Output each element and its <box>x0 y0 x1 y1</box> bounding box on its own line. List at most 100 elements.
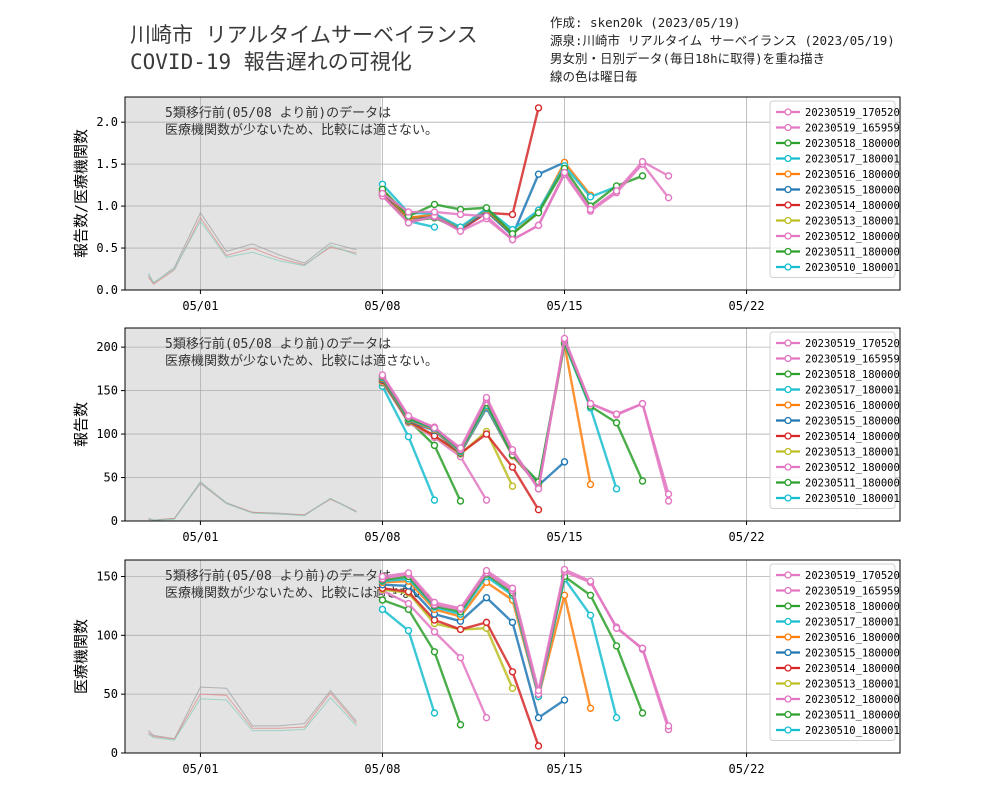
series-point <box>456 721 465 729</box>
chart-panel-2: 5類移行前(05/08 より前)のデータは医療機関数が少ないため、比較には適さな… <box>72 327 901 544</box>
x-tick-label: 05/08 <box>364 762 400 776</box>
series-point <box>534 209 543 217</box>
series-point <box>378 596 387 604</box>
legend-marker <box>784 710 792 719</box>
legend-marker <box>784 123 792 132</box>
meta-author: 作成: sken20k (2023/05/19) <box>550 15 741 30</box>
series-point <box>456 653 465 662</box>
series-point <box>404 569 413 577</box>
x-tick-label: 05/01 <box>182 530 218 544</box>
y-tick-label: 1.0 <box>96 199 118 213</box>
series-point <box>612 624 621 632</box>
title-line-1: 川崎市 リアルタイムサーベイランス <box>130 23 478 47</box>
x-tick-label: 05/08 <box>364 299 400 313</box>
series-point <box>664 490 673 498</box>
series-point <box>534 221 543 230</box>
legend-marker <box>784 339 792 347</box>
series-point <box>508 230 517 238</box>
y-tick-label: 0 <box>111 746 118 760</box>
x-tick-label: 05/01 <box>182 762 218 776</box>
y-tick-label: 0.5 <box>96 241 118 255</box>
x-tick-label: 05/08 <box>364 530 400 544</box>
legend-marker <box>784 586 792 595</box>
legend-marker <box>784 354 792 363</box>
annotation-line-2: 医療機関数が少ないため、比較には適さない。 <box>165 353 438 369</box>
series-point <box>508 618 517 627</box>
meta-source: 源泉:川崎市 リアルタイム サーベイランス (2023/05/19) <box>550 33 895 48</box>
legend-marker <box>784 154 792 163</box>
series-point <box>456 210 465 219</box>
x-tick-label: 05/01 <box>182 299 218 313</box>
legend-entry: 20230512_180000 <box>805 231 900 243</box>
y-tick-label: 50 <box>104 471 118 485</box>
plot-area <box>147 104 673 285</box>
legend-entry: 20230511_180000 <box>805 710 900 722</box>
y-axis-label: 医療機関数 <box>72 619 90 694</box>
legend-marker <box>784 416 792 425</box>
y-axis-label: 報告数 <box>72 402 90 447</box>
series-point <box>534 713 543 722</box>
chart-panel-1: 5類移行前(05/08 より前)のデータは医療機関数が少ないため、比較には適さな… <box>72 96 901 313</box>
legend-marker <box>784 617 792 626</box>
series-line-20230515_180000 <box>381 378 566 488</box>
legend-marker <box>784 232 792 240</box>
series-point <box>430 441 439 450</box>
legend-entry: 20230516_180000 <box>805 632 900 644</box>
series-point <box>586 591 595 600</box>
legend-entry: 20230513_180001 <box>805 447 900 459</box>
pre-series-line <box>147 220 357 284</box>
legend: 20230519_170520 20230519_165959 20230518_1… <box>769 331 900 509</box>
legend-marker <box>784 478 792 487</box>
series-point <box>586 704 595 712</box>
series-point <box>664 722 673 730</box>
legend: 20230519_170520 20230519_165959 20230518_1… <box>769 563 900 741</box>
series-point <box>482 593 491 602</box>
legend-entry: 20230519_170520 <box>805 570 900 582</box>
series-point <box>430 208 439 216</box>
legend-marker <box>784 201 792 209</box>
legend-marker <box>784 726 792 734</box>
series-point <box>508 210 517 219</box>
y-tick-label: 2.0 <box>96 115 118 129</box>
y-tick-label: 0.0 <box>96 283 118 297</box>
series-point <box>482 212 491 220</box>
pre-series-line <box>148 692 357 740</box>
legend-entry: 20230519_165959 <box>805 354 900 366</box>
series-point <box>482 713 491 722</box>
series-point <box>404 208 413 216</box>
y-axis-label: 報告数/医療機関数 <box>72 129 90 258</box>
series-point <box>586 193 595 201</box>
x-tick-label: 05/22 <box>728 530 764 544</box>
series-point <box>560 168 569 177</box>
pre-series-line <box>148 686 357 740</box>
legend-marker <box>784 571 792 579</box>
legend-entry: 20230517_180001 <box>805 617 900 629</box>
legend-entry: 20230510_180001 <box>805 493 900 505</box>
pre-transition-shaded-region <box>125 97 382 290</box>
legend-marker <box>784 263 792 271</box>
legend-entry: 20230516_180000 <box>805 169 900 181</box>
legend-marker <box>784 185 792 194</box>
series-point <box>534 742 543 750</box>
legend-marker <box>784 664 792 672</box>
series-point <box>534 485 543 493</box>
legend-entry: 20230515_180000 <box>805 648 900 660</box>
y-tick-label: 150 <box>96 569 118 583</box>
legend-entry: 20230517_180001 <box>805 385 900 397</box>
meta-color-note: 線の色は曜日毎 <box>550 69 638 84</box>
legend-entry: 20230517_180001 <box>805 154 900 166</box>
series-point <box>612 485 621 493</box>
series-point <box>378 605 387 614</box>
y-tick-label: 150 <box>96 384 118 398</box>
legend-entry: 20230519_170520 <box>805 107 900 119</box>
legend-marker <box>784 370 792 378</box>
y-tick-label: 100 <box>96 628 118 642</box>
legend-entry: 20230515_180000 <box>805 416 900 428</box>
series-point <box>430 648 439 656</box>
x-tick-label: 05/15 <box>546 762 582 776</box>
legend-entry: 20230519_165959 <box>805 123 900 135</box>
legend-marker <box>784 679 792 688</box>
legend-marker <box>784 648 792 657</box>
legend-marker <box>784 139 792 147</box>
series-point <box>560 696 569 704</box>
